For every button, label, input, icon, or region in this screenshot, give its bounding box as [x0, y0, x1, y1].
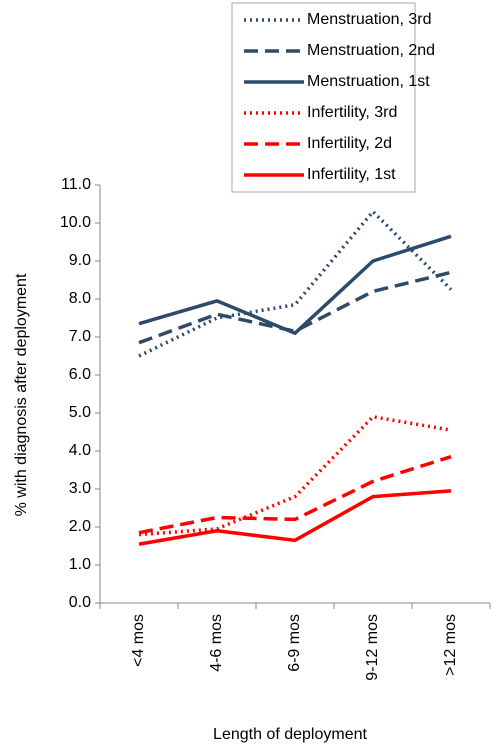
- legend-label: Infertility, 2d: [307, 135, 392, 152]
- y-tick-label: 8.0: [69, 290, 91, 307]
- y-tick-label: 10.0: [60, 214, 91, 231]
- x-tick-label: 4-6 mos: [208, 614, 225, 672]
- y-tick-label: 1.0: [69, 556, 91, 573]
- y-tick-label: 11.0: [61, 176, 91, 193]
- series-line: [138, 209, 453, 358]
- y-axis-title: % with diagnosis after deployment: [13, 273, 30, 516]
- y-tick-label: 4.0: [69, 442, 91, 459]
- legend-label: Menstruation, 2nd: [307, 42, 435, 59]
- legend-label: Menstruation, 3rd: [307, 11, 432, 28]
- x-axis-title: Length of deployment: [213, 726, 367, 743]
- series-line: [138, 234, 452, 336]
- y-tick-label: 6.0: [69, 366, 91, 383]
- series-line: [138, 489, 452, 546]
- y-tick-label: 3.0: [69, 480, 91, 497]
- x-tick-label: 9-12 mos: [364, 614, 381, 681]
- y-tick-label: 7.0: [69, 328, 91, 345]
- y-tick-label: 0.0: [69, 594, 91, 611]
- legend-label: Infertility, 3rd: [307, 104, 397, 121]
- series-line: [138, 414, 452, 537]
- series-line: [138, 455, 452, 535]
- legend-label: Menstruation, 1st: [307, 73, 430, 90]
- x-tick-label: 6-9 mos: [286, 614, 303, 672]
- y-tick-label: 9.0: [69, 252, 91, 269]
- x-tick-label: <4 mos: [130, 614, 147, 667]
- legend-box: [231, 2, 416, 193]
- series-line: [138, 270, 452, 345]
- x-tick-label: >12 mos: [442, 614, 459, 676]
- legend-label: Infertility, 1st: [307, 166, 396, 183]
- y-tick-label: 2.0: [69, 518, 91, 535]
- y-tick-label: 5.0: [69, 404, 91, 421]
